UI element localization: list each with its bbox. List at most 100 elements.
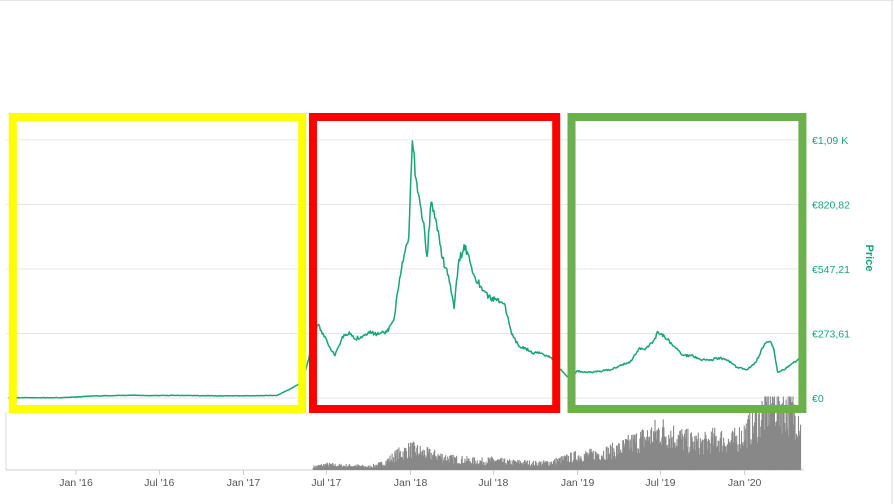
volume-bar-328 <box>537 462 539 470</box>
volume-bar-576 <box>708 438 710 470</box>
volume-bar-77 <box>365 467 367 470</box>
volume-bar-219 <box>462 463 465 470</box>
volume-bar-415 <box>597 455 599 470</box>
volume-bar-39 <box>339 465 341 470</box>
volume-bar-660 <box>765 402 767 470</box>
price-point-43 <box>473 274 475 276</box>
volume-bar-196 <box>447 456 449 470</box>
volume-bar-237 <box>475 464 477 470</box>
volume-bar-244 <box>480 460 482 470</box>
volume-bar-299 <box>517 462 519 470</box>
volume-bar-307 <box>523 464 525 470</box>
volume-bar-484 <box>644 439 646 470</box>
volume-bar-110 <box>388 458 390 470</box>
volume-bar-358 <box>558 457 560 470</box>
volume-bar-456 <box>625 439 627 470</box>
volume-bar-66 <box>357 464 360 470</box>
volume-bar-148 <box>414 446 416 470</box>
volume-bar-616 <box>735 442 737 470</box>
volume-bar-306 <box>522 461 524 470</box>
volume-bar-95 <box>377 462 379 470</box>
volume-bar-80 <box>367 465 369 470</box>
volume-bar-378 <box>572 462 574 470</box>
volume-bar-78 <box>366 467 368 470</box>
volume-bar-232 <box>471 458 473 470</box>
volume-bar-377 <box>571 462 573 470</box>
price-point-67 <box>657 331 659 333</box>
volume-bar-254 <box>486 463 489 470</box>
volume-bar-241 <box>478 464 480 470</box>
volume-bar-581 <box>711 436 713 470</box>
volume-bar-348 <box>551 463 553 470</box>
price-point-11 <box>276 394 278 397</box>
price-point-61 <box>610 369 612 371</box>
volume-bar-599 <box>723 443 725 470</box>
volume-bar-641 <box>752 425 754 470</box>
volume-bar-24 <box>329 462 331 470</box>
volume-bar-614 <box>734 427 736 470</box>
price-point-55 <box>564 373 566 376</box>
volume-bar-523 <box>671 436 673 470</box>
volume-bar-198 <box>448 462 450 470</box>
volume-bar-612 <box>732 442 734 470</box>
volume-bar-638 <box>750 439 752 470</box>
volume-bar-298 <box>517 459 519 470</box>
volume-bar-420 <box>600 455 603 470</box>
volume-bar-239 <box>476 460 478 470</box>
volume-bar-187 <box>440 458 443 470</box>
volume-bar-37 <box>338 466 340 470</box>
volume-bar-290 <box>511 460 513 470</box>
volume-bar-209 <box>456 455 458 470</box>
volume-bar-94 <box>377 466 379 470</box>
volume-bar-296 <box>515 462 517 470</box>
volume-bar-662 <box>767 426 769 470</box>
volume-bar-60 <box>353 466 355 470</box>
volume-bar-492 <box>650 429 652 470</box>
volume-bar-350 <box>552 460 554 470</box>
volume-bar-325 <box>535 462 537 470</box>
x-tick-label-8: Jan '20 <box>728 477 762 489</box>
volume-bar-85 <box>370 466 373 470</box>
volume-bar-593 <box>719 437 721 470</box>
volume-bar-144 <box>411 442 413 470</box>
volume-bar-522 <box>670 438 673 470</box>
volume-bar-617 <box>736 435 738 470</box>
volume-bar-368 <box>565 456 567 470</box>
volume-bar-262 <box>492 458 494 470</box>
volume-bar-530 <box>676 439 678 470</box>
x-tick-label-3: Jul '17 <box>311 477 341 489</box>
volume-bar-13 <box>321 466 323 470</box>
volume-bar-8 <box>318 464 320 470</box>
volume-bar-681 <box>780 405 782 470</box>
volume-bar-223 <box>465 460 467 470</box>
price-point-76 <box>736 366 738 368</box>
volume-bar-574 <box>706 440 708 470</box>
volume-bar-459 <box>627 434 629 470</box>
price-point-69 <box>673 345 675 347</box>
volume-bars <box>312 396 802 470</box>
price-point-60 <box>602 370 604 372</box>
volume-bar-301 <box>519 464 521 470</box>
volume-bar-656 <box>762 405 765 470</box>
volume-bar-583 <box>712 445 714 470</box>
volume-bar-428 <box>606 446 608 470</box>
volume-bar-645 <box>755 412 757 470</box>
volume-bar-504 <box>658 429 660 470</box>
volume-bar-17 <box>324 466 326 470</box>
volume-bar-279 <box>504 458 506 470</box>
volume-bar-305 <box>521 464 524 470</box>
volume-bar-565 <box>700 443 702 470</box>
volume-bar-107 <box>386 463 388 470</box>
volume-bar-512 <box>664 436 666 470</box>
price-point-75 <box>727 359 729 361</box>
volume-bar-5 <box>316 466 318 470</box>
volume-bar-53 <box>349 464 351 470</box>
price-point-77 <box>745 369 748 371</box>
price-point-12 <box>290 387 292 390</box>
volume-bar-442 <box>616 445 618 470</box>
volume-bar-626 <box>742 442 744 470</box>
x-tick-label-7: Jul '19 <box>645 477 675 489</box>
volume-bar-339 <box>545 460 547 470</box>
volume-bar-133 <box>403 447 406 470</box>
volume-bar-250 <box>484 465 486 470</box>
